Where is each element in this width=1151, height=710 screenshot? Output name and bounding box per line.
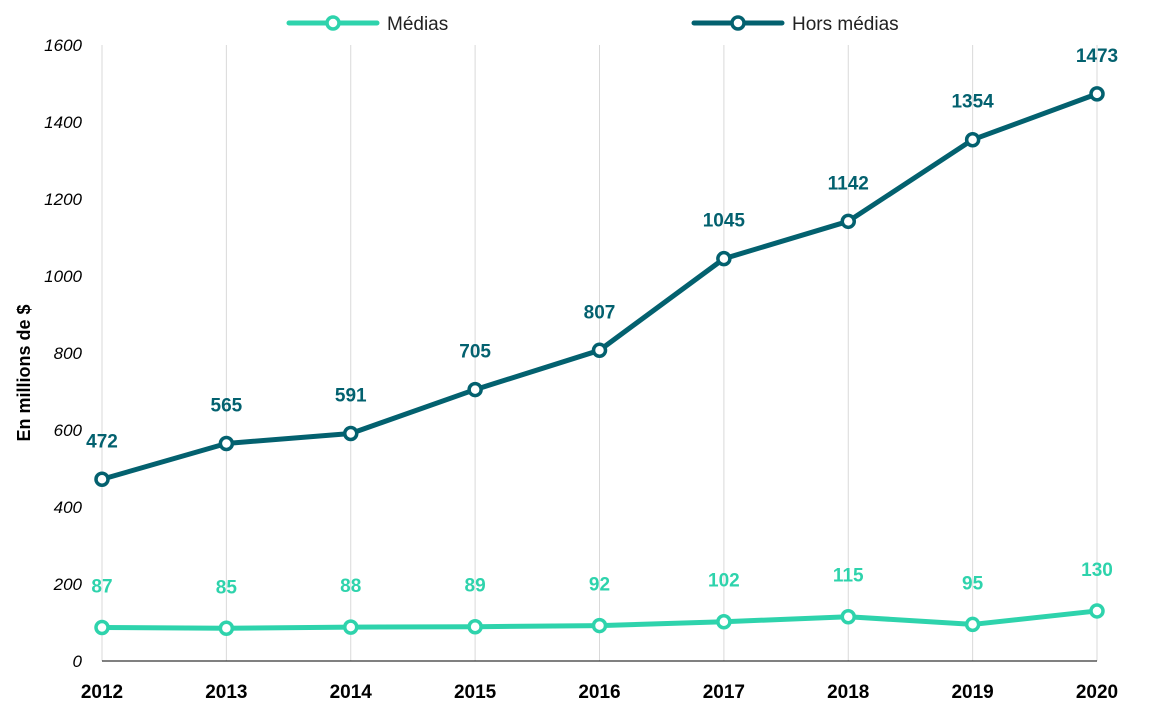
legend-item: Médias (286, 14, 448, 35)
data-label: 705 (459, 342, 491, 363)
data-label: 565 (211, 395, 243, 416)
x-tick-label: 2019 (951, 682, 993, 703)
data-label: 87 (91, 577, 112, 598)
y-tick-label: 800 (54, 344, 83, 363)
y-tick-label: 1200 (44, 190, 82, 209)
data-label: 472 (86, 431, 118, 452)
y-tick-label: 0 (73, 652, 83, 671)
x-tick-label: 2015 (454, 682, 497, 703)
data-point (343, 425, 359, 442)
data-point (964, 131, 981, 148)
data-point (218, 435, 235, 452)
data-point (716, 613, 732, 630)
data-label: 1354 (951, 92, 994, 113)
data-point (467, 618, 483, 635)
data-label: 115 (833, 566, 864, 587)
data-label: 95 (962, 573, 984, 594)
data-point (94, 619, 110, 636)
data-label: 591 (335, 385, 367, 406)
y-tick-label: 400 (54, 498, 83, 517)
legend-swatch-marker (325, 15, 341, 31)
y-tick-label: 1600 (44, 36, 82, 55)
x-tick-label: 2018 (827, 682, 869, 703)
data-point (218, 620, 235, 637)
y-tick-label: 600 (54, 421, 83, 440)
series-group (94, 86, 1105, 637)
data-point (591, 617, 608, 634)
legend: Médias Hors médias (286, 14, 899, 35)
data-point (591, 342, 608, 359)
data-point (94, 471, 110, 488)
data-label: 130 (1081, 560, 1113, 581)
data-point (467, 381, 483, 398)
y-tick-label: 1000 (44, 267, 82, 286)
x-tick-label: 2014 (330, 682, 373, 703)
data-label: 1045 (703, 211, 746, 232)
data-point (964, 616, 981, 633)
legend-label: Médias (387, 14, 448, 35)
data-point (840, 213, 856, 230)
legend-item: Hors médias (691, 14, 899, 35)
data-label: 85 (216, 577, 238, 598)
x-tick-label: 2012 (81, 682, 123, 703)
legend-label: Hors médias (792, 14, 899, 35)
data-label: 92 (589, 575, 610, 596)
data-point (343, 619, 359, 635)
data-label: 1142 (828, 173, 869, 194)
y-axis-title: En millions de $ (14, 304, 34, 441)
y-tick-label: 1400 (44, 113, 82, 132)
x-tick-label: 2016 (578, 682, 620, 703)
x-tick-label: 2013 (205, 682, 247, 703)
data-label: 1473 (1076, 46, 1118, 67)
data-point (716, 250, 732, 267)
data-labels: 87 85 88 89 92 102 115 95 130 472 565 591 705 807 1045… (86, 46, 1118, 598)
data-point (1089, 603, 1105, 619)
data-label: 807 (584, 302, 616, 323)
data-label: 88 (340, 576, 361, 597)
axes: 0 200 400 600 800 1000 1200 1400 1600 2012 2013 201… (44, 36, 1118, 703)
data-point (1089, 86, 1105, 102)
data-point (840, 608, 856, 625)
data-label: 102 (708, 571, 740, 592)
x-tick-label: 2017 (703, 682, 745, 703)
y-tick-label: 200 (53, 575, 83, 594)
data-label: 89 (465, 576, 486, 597)
legend-swatch-marker (730, 15, 746, 31)
x-tick-label: 2020 (1076, 682, 1118, 703)
